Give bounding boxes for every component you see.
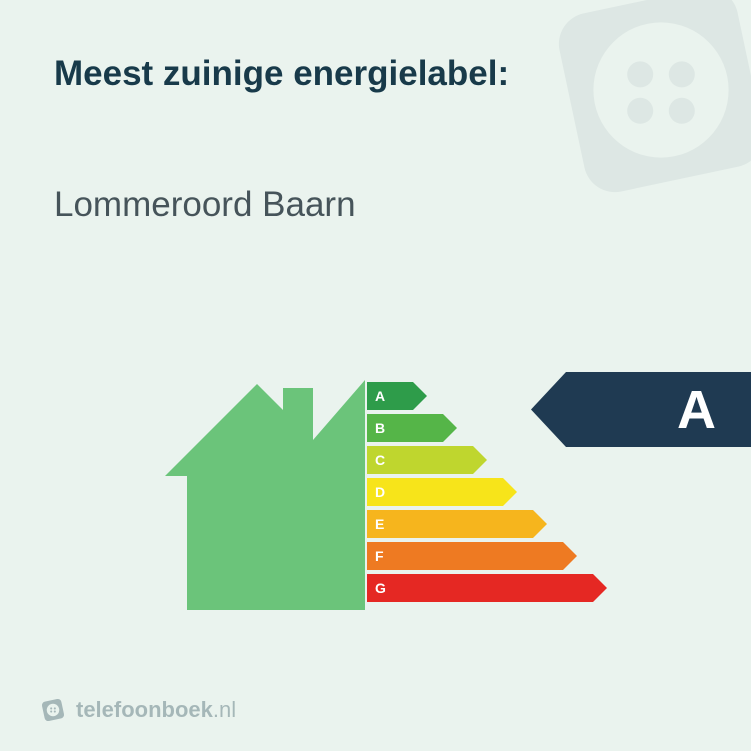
energy-bar-d: D — [367, 478, 607, 506]
highlight-arrow-shape — [531, 372, 751, 447]
brand-light: .nl — [213, 697, 236, 722]
brand-icon — [40, 697, 66, 723]
page-title: Meest zuinige energielabel: — [54, 54, 509, 94]
bar-label: E — [375, 516, 384, 532]
bar-label: G — [375, 580, 386, 596]
energy-bar-c: C — [367, 446, 607, 474]
energy-bar-f: F — [367, 542, 607, 570]
bar-shape — [367, 574, 607, 602]
energy-bar-e: E — [367, 510, 607, 538]
brand-text: telefoonboek.nl — [76, 697, 236, 723]
energy-bar-g: G — [367, 574, 607, 602]
house-icon — [165, 380, 365, 610]
bar-shape — [367, 510, 547, 538]
watermark-icon — [531, 0, 751, 220]
footer-brand: telefoonboek.nl — [40, 697, 236, 723]
bar-label: D — [375, 484, 385, 500]
highlight-badge: A — [531, 372, 751, 447]
brand-bold: telefoonboek — [76, 697, 213, 722]
bar-shape — [367, 478, 517, 506]
bar-label: F — [375, 548, 384, 564]
bar-label: A — [375, 388, 385, 404]
bar-label: C — [375, 452, 385, 468]
bar-shape — [367, 542, 577, 570]
highlight-letter: A — [677, 379, 716, 441]
location-name: Lommeroord Baarn — [54, 185, 356, 225]
bar-label: B — [375, 420, 385, 436]
